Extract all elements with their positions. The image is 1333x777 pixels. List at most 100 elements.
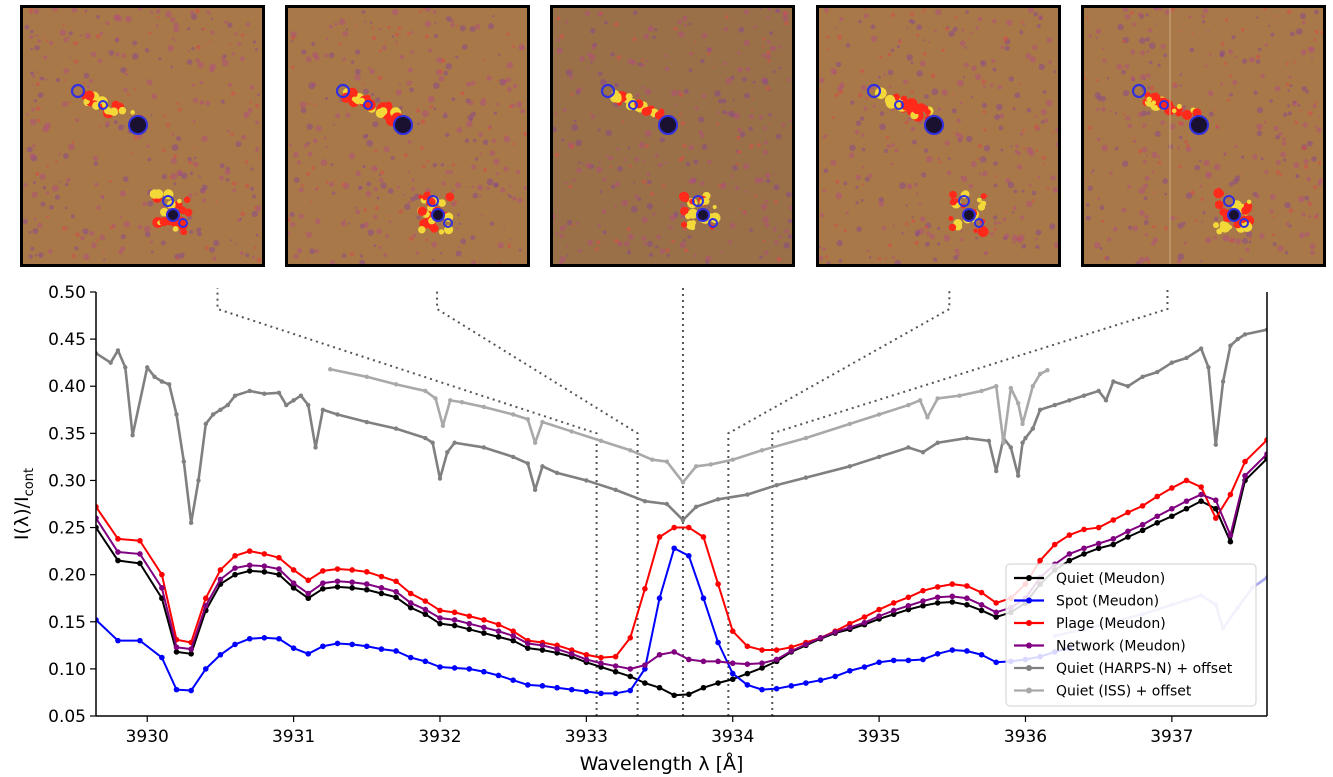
texture-dot [722,98,727,104]
legend-box [1005,563,1257,707]
texture-dot [1154,8,1160,11]
texture-dot [762,239,765,243]
texture-dot [450,23,455,28]
texture-dot [764,222,770,228]
texture-dot [1154,23,1157,26]
data-point [1051,541,1058,548]
texture-dot [396,43,399,46]
data-point [481,445,487,450]
plage-patch [1219,208,1228,216]
texture-dot [688,22,692,26]
texture-dot [442,113,448,119]
texture-dot [507,87,512,92]
data-point [656,651,663,658]
texture-dot [469,26,476,33]
texture-dot [196,231,202,237]
texture-dot [1287,89,1290,92]
texture-dot [516,169,521,175]
texture-dot [70,214,76,219]
texture-dot [781,123,786,128]
texture-dot [861,147,866,152]
texture-dot [1198,159,1202,163]
texture-dot [250,186,255,191]
texture-dot [419,146,424,150]
texture-dot [837,35,843,40]
texture-dot [507,193,510,196]
data-point [422,606,429,613]
data-point [934,594,941,601]
data-point [440,423,446,428]
texture-dot [309,248,316,255]
texture-dot [733,112,741,120]
texture-dot [305,231,312,238]
texture-dot [508,194,512,199]
data-point [744,643,751,650]
data-point [671,649,677,655]
texture-dot [1220,82,1224,86]
texture-dot [759,8,763,10]
texture-dot [1096,137,1101,142]
texture-dot [410,50,415,55]
texture-dot [345,28,349,31]
texture-dot [682,143,687,148]
data-point [978,607,985,614]
texture-dot [891,256,895,260]
data-point [715,497,721,502]
texture-dot [1094,242,1101,249]
texture-dot [764,250,769,256]
texture-dot [471,260,477,264]
data-point [115,549,121,555]
texture-dot [951,108,957,114]
texture-dot [380,170,385,175]
data-point [906,402,911,408]
texture-dot [1149,85,1155,91]
texture-dot [1226,98,1230,102]
data-point [949,581,956,587]
texture-dot [1123,113,1126,116]
texture-dot [892,224,895,227]
texture-dot [604,20,608,25]
texture-dot [1163,53,1168,58]
data-point [525,461,531,466]
texture-dot [576,167,582,173]
texture-dot [575,221,579,225]
texture-dot [918,203,922,207]
thumbnail-2 [285,5,530,267]
data-point [1081,551,1087,557]
texture-dot [759,255,763,260]
texture-dot [1178,135,1183,140]
texture-dot [340,220,347,227]
data-point [890,600,897,606]
texture-dot [249,101,252,104]
texture-dot [370,92,375,97]
texture-dot [195,229,198,232]
data-point [422,658,429,665]
texture-dot [1320,30,1323,35]
texture-dot [1000,45,1004,50]
texture-dot [765,86,771,91]
texture-dot [891,143,895,148]
texture-dot [735,185,740,190]
texture-dot [993,161,998,166]
texture-dot [1263,8,1268,11]
texture-dot [1096,79,1099,82]
texture-dot [984,251,989,256]
texture-dot [836,240,843,247]
data-point [1110,517,1117,523]
texture-dot [36,118,41,123]
data-point [459,400,465,405]
texture-dot [718,98,724,104]
texture-dot [687,234,692,239]
texture-dot [95,34,101,39]
texture-dot [355,170,361,177]
texture-dot [1176,217,1179,220]
texture-dot [195,45,201,50]
texture-dot [451,97,456,102]
texture-dot [993,183,998,188]
texture-dot [1310,57,1314,60]
texture-dot [717,110,720,114]
texture-dot [640,58,644,62]
texture-dot [1194,164,1201,171]
sunspot-umbra [658,115,678,135]
texture-dot [444,132,450,138]
